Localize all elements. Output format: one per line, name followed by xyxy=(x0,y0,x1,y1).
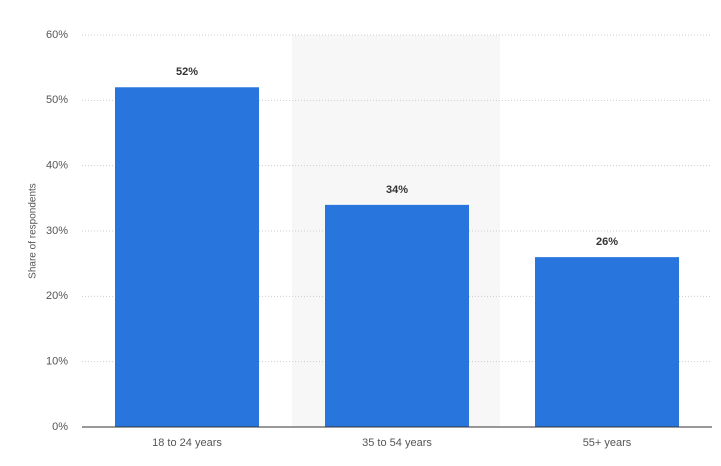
x-tick-label: 55+ years xyxy=(583,437,632,449)
y-tick-label: 30% xyxy=(46,225,68,237)
y-tick-label: 10% xyxy=(46,356,68,368)
bar xyxy=(115,87,259,428)
bar xyxy=(535,257,679,427)
value-label: 52% xyxy=(176,66,198,78)
y-tick-label: 60% xyxy=(46,29,68,41)
x-tick-label: 18 to 24 years xyxy=(152,437,222,449)
value-label: 34% xyxy=(386,184,408,196)
y-tick-label: 0% xyxy=(52,421,68,433)
y-tick-label: 40% xyxy=(46,160,68,172)
y-tick-label: 20% xyxy=(46,290,68,302)
y-axis-label: Share of respondents xyxy=(28,183,39,279)
bar xyxy=(325,204,469,427)
x-tick-label: 35 to 54 years xyxy=(362,437,432,449)
y-tick-label: 50% xyxy=(46,94,68,106)
value-label: 26% xyxy=(596,236,618,248)
